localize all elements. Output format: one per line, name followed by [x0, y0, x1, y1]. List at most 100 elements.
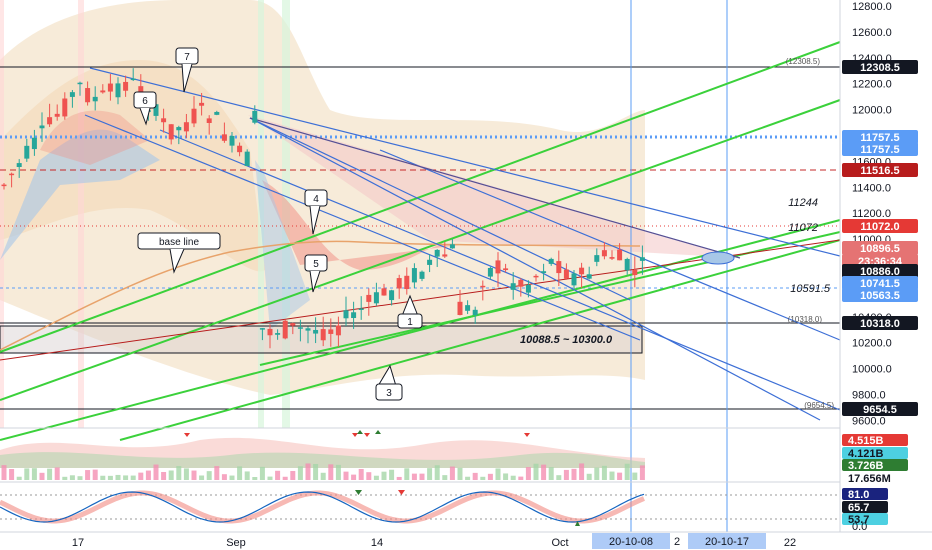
candle	[639, 245, 645, 275]
volume-bar	[571, 468, 577, 480]
volume-pane[interactable]	[0, 430, 645, 480]
price-tick-label: 9600.0	[852, 415, 886, 427]
volume-bar	[457, 467, 463, 480]
candle	[563, 263, 569, 280]
volume-bar	[1, 465, 7, 480]
green-channel[interactable]	[0, 41, 841, 441]
candle	[275, 329, 281, 340]
callout-4[interactable]: 4	[304, 189, 328, 235]
oscillator-signal-marker	[355, 490, 362, 495]
volume-bar	[237, 466, 243, 480]
price-tick-label: 11400.0	[852, 182, 891, 194]
volume-bar	[229, 475, 235, 480]
candle	[358, 296, 364, 320]
volume-bar	[199, 475, 205, 480]
candle	[548, 257, 554, 266]
volume-bar	[556, 475, 562, 480]
time-label-22: 22	[784, 537, 796, 549]
candle	[503, 263, 509, 273]
fan-shade-red	[262, 180, 460, 270]
candle	[419, 270, 425, 282]
candle	[31, 129, 37, 156]
svg-text:10896.5: 10896.5	[860, 243, 900, 255]
time-highlight-2[interactable]	[688, 533, 766, 549]
candle	[297, 319, 303, 342]
svg-text:7: 7	[184, 52, 190, 63]
price-badge: 12308.5	[842, 60, 918, 74]
candle	[609, 250, 615, 261]
candle	[199, 92, 205, 116]
time-label-oct: Oct	[551, 537, 568, 549]
candle	[366, 288, 372, 316]
target-ellipse[interactable]	[701, 251, 735, 265]
volume-bar	[259, 466, 265, 480]
volume-bar	[267, 476, 273, 480]
candle	[556, 250, 562, 287]
candle	[77, 81, 83, 96]
candle	[328, 318, 334, 347]
svg-text:5: 5	[313, 259, 319, 270]
oscillator-pane[interactable]	[0, 490, 645, 526]
candle	[176, 125, 182, 145]
candle	[282, 319, 288, 340]
candle	[100, 84, 106, 94]
oscillator-badge: 81.0	[842, 488, 888, 501]
volume-bar	[47, 468, 53, 480]
cloud-blue	[0, 129, 160, 260]
svg-text:53.7: 53.7	[848, 514, 869, 526]
svg-text:11516.5: 11516.5	[860, 165, 899, 177]
candle	[525, 280, 531, 298]
price-tick-label: 11200.0	[852, 208, 891, 220]
volume-bar	[24, 468, 30, 480]
price-tick-label: 10000.0	[852, 364, 892, 376]
candle	[449, 238, 455, 249]
candle	[427, 254, 433, 273]
candle	[214, 110, 220, 116]
candle	[85, 81, 91, 106]
volume-signal-marker	[524, 433, 530, 437]
candle	[411, 263, 417, 289]
svg-text:4.121B: 4.121B	[848, 448, 884, 460]
volume-bar	[343, 471, 349, 480]
volume-bar	[411, 473, 417, 480]
volume-bar	[525, 467, 531, 480]
candle	[62, 92, 68, 120]
candle	[313, 317, 319, 344]
price-badge: 10563.5	[842, 288, 918, 302]
callout-5[interactable]: 5	[304, 254, 328, 293]
candle	[24, 138, 30, 162]
callout-3[interactable]: 3	[375, 364, 403, 401]
callout-1[interactable]: 1	[397, 294, 423, 329]
candle	[396, 274, 402, 299]
price-candles	[1, 68, 645, 349]
volume-bar	[541, 464, 547, 480]
volume-bar	[594, 467, 600, 480]
volume-bar	[77, 476, 83, 480]
volume-bar	[586, 473, 592, 480]
volume-bar	[465, 476, 471, 480]
volume-bar	[107, 475, 113, 480]
callout-base-line[interactable]: base line	[137, 232, 221, 274]
candle	[305, 326, 311, 344]
callout-7[interactable]: 7	[175, 47, 199, 93]
price-tick-label: 12600.0	[852, 27, 892, 39]
volume-bar	[252, 476, 258, 480]
base-line-curve[interactable]	[0, 240, 641, 351]
volume-signal-marker	[357, 430, 363, 434]
highlight-band	[78, 0, 84, 428]
volume-bar	[54, 467, 60, 480]
candle	[472, 306, 478, 324]
volume-bar	[358, 468, 364, 480]
time-highlight-1[interactable]	[592, 533, 670, 549]
level-label-11244: 11244	[788, 197, 818, 209]
volume-bar	[138, 472, 144, 480]
callout-6[interactable]: 6	[133, 91, 157, 126]
candle	[123, 75, 129, 97]
candle	[320, 316, 326, 347]
volume-bar	[434, 465, 440, 480]
red-trendline[interactable]	[0, 239, 841, 361]
volume-bar	[115, 474, 121, 480]
volume-bar	[100, 475, 106, 480]
